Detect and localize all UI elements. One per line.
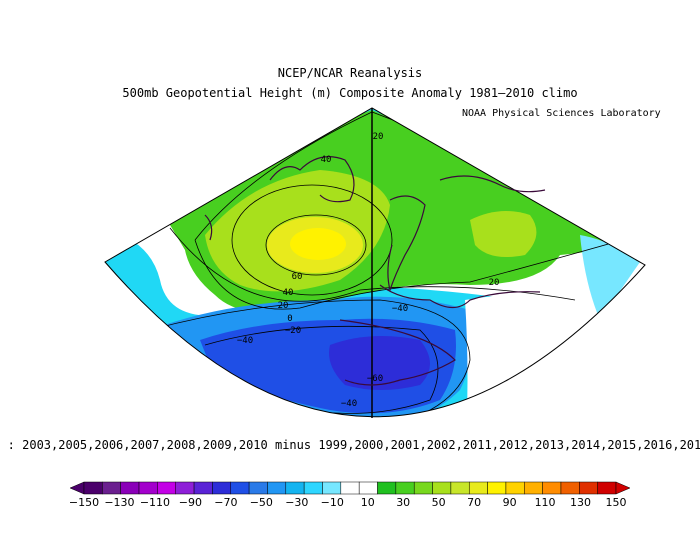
colorbar-label: 10 (361, 496, 375, 509)
contour-label: −40 (341, 399, 357, 409)
contour-lines (149, 111, 642, 417)
colorbar-label: 90 (503, 496, 517, 509)
colorbar-box (597, 481, 617, 495)
contour-label: 60 (292, 272, 303, 282)
coastlines (204, 156, 546, 386)
colorbar-box (505, 481, 525, 495)
contour-40 (231, 184, 393, 296)
colorbar-box (267, 481, 287, 495)
contour-label: −40 (392, 304, 408, 314)
contour-label: 40 (283, 288, 294, 298)
map-frame (104, 107, 646, 418)
contour-label: 20 (489, 278, 500, 288)
contour-0 (169, 227, 576, 302)
colorbar-label: 150 (606, 496, 627, 509)
colorbar-box (468, 481, 488, 495)
colorbar-label: −30 (285, 496, 308, 509)
colorbar-label: 50 (432, 496, 446, 509)
colorbar-box (322, 481, 342, 495)
colorbar-label: −10 (321, 496, 344, 509)
colorbar-box (487, 481, 507, 495)
contour-neg20 (149, 299, 471, 417)
colorbar-box (303, 481, 323, 495)
colorbar-label: −110 (140, 496, 170, 509)
title-dataset: NCEP/NCAR Reanalysis (277, 66, 423, 80)
composite-caption: ec : 2003,2005,2006,2007,2008,2009,2010 … (0, 438, 700, 452)
colorbar-label: 30 (396, 496, 410, 509)
colorbar-box (560, 481, 580, 495)
colorbar-boxes (69, 481, 631, 495)
colorbar-label: −70 (214, 496, 237, 509)
colorbar-box (413, 481, 433, 495)
colorbar-box (120, 481, 140, 495)
colorbar-labels: −150 −130 −110 −90 −70 −50 −30 −10 10 30 50 70 90 110… (69, 496, 627, 509)
colorbar-box (542, 481, 562, 495)
contour-label: −60 (367, 374, 383, 384)
colorbar-box (358, 481, 378, 495)
colorbar-box (83, 481, 103, 495)
contour-label: 20 (373, 132, 384, 142)
coast-europe (379, 284, 541, 309)
colorbar-box (450, 481, 470, 495)
fill-min-blue (329, 336, 430, 390)
contour-neg40 (204, 325, 439, 414)
colorbar-box (432, 481, 452, 495)
colorbar-label: −150 (69, 496, 99, 509)
contour-20 (194, 111, 642, 310)
contour-label: −20 (285, 326, 301, 336)
colorbar-label: −90 (179, 496, 202, 509)
fill-max-core (290, 228, 346, 260)
colorbar-label: 70 (467, 496, 481, 509)
colorbar-label: 110 (535, 496, 556, 509)
colorbar-box (285, 481, 305, 495)
colorbar-box (377, 481, 397, 495)
contour-label: 0 (287, 314, 292, 324)
colorbar-box (157, 481, 176, 495)
coast-scandinavia (387, 195, 426, 293)
colorbar-box (193, 481, 213, 495)
credit-label: NOAA Physical Sciences Laboratory (462, 108, 661, 119)
colorbar-box (395, 481, 415, 495)
colorbar-box (212, 481, 232, 495)
colorbar-box (102, 481, 121, 495)
colorbar-box (175, 481, 195, 495)
coast-mediterranean (339, 319, 456, 386)
colorbar-box (524, 481, 543, 495)
contour-label: −40 (237, 336, 253, 346)
colorbar-label: −130 (104, 496, 134, 509)
colorbar-box (230, 481, 250, 495)
contour-label: 20 (278, 301, 289, 311)
fill-yellowgreen-east (470, 211, 537, 258)
colorbar-box (248, 481, 268, 495)
colorbar-box (138, 481, 158, 495)
coast-arctic (439, 175, 546, 193)
colorbar-label: 130 (570, 496, 591, 509)
colorbar-arrow-left (69, 481, 85, 495)
contour-60 (265, 214, 367, 276)
coast-greenland (269, 156, 355, 203)
colorbar-box (579, 481, 598, 495)
colorbar-arrow-right (615, 481, 631, 495)
coast-canada (204, 214, 213, 241)
fill-cyan-east (580, 235, 640, 320)
contour-label: 40 (321, 155, 332, 165)
colorbar-label: −50 (250, 496, 273, 509)
title-variable: 500mb Geopotential Height (m) Composite … (122, 86, 578, 100)
colorbar-box (340, 481, 360, 495)
